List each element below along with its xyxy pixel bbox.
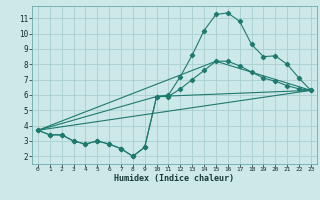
X-axis label: Humidex (Indice chaleur): Humidex (Indice chaleur) bbox=[115, 174, 234, 183]
